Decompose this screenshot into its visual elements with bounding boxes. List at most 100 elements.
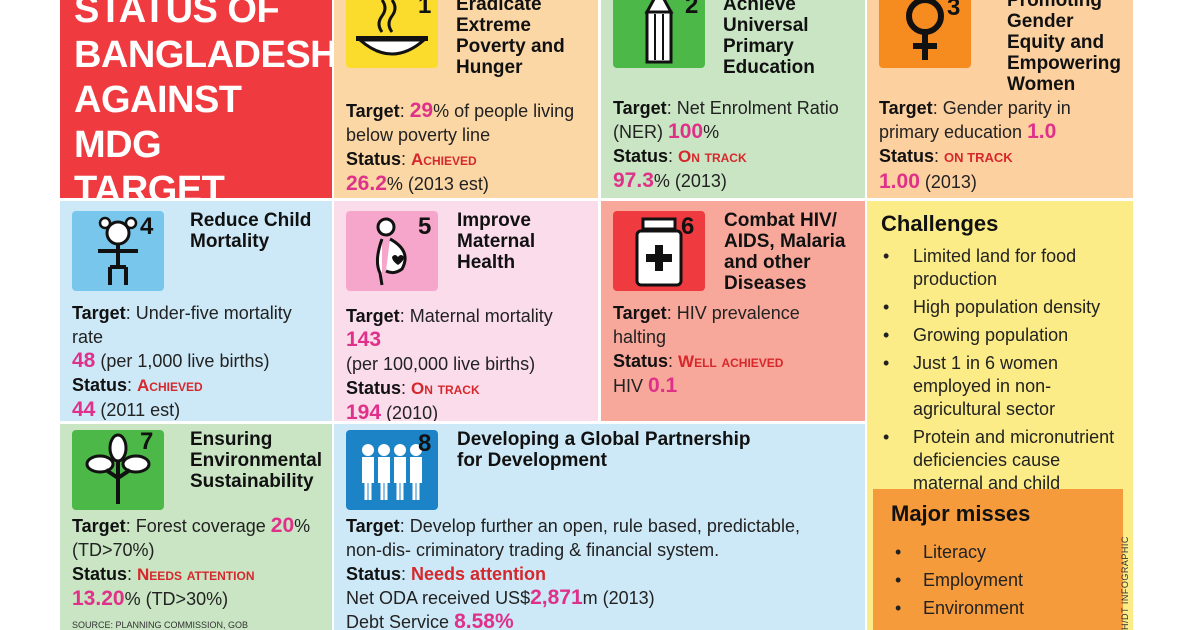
target-text: Net Enrolment Ratio (NER) <box>613 98 839 142</box>
target-text: HIV prevalence halting <box>613 303 800 347</box>
goal-title: Reduce Child Mortality <box>190 210 312 252</box>
target-text: Gender parity in primary education <box>879 98 1071 142</box>
goal-number: 7 <box>140 428 154 455</box>
title-card: STATUS OF BANGLADESH AGAINST MDG TARGET <box>60 0 332 198</box>
list-item: High population density <box>879 296 1117 319</box>
goal-title: Achieve Universal Primary Education <box>723 0 815 78</box>
list-item: Employment <box>891 566 1024 594</box>
debt-value: 8.58 <box>454 610 495 630</box>
status-badge: Well achieved <box>678 352 784 371</box>
list-item: Limited land for food production <box>879 245 1117 291</box>
goal-number: 2 <box>685 0 699 19</box>
goal-details: Target: Develop further an open, rule ba… <box>346 514 805 630</box>
current-value: 194 <box>346 401 382 421</box>
female-symbol-icon <box>879 0 971 68</box>
current-text: (2011 est) <box>100 400 181 420</box>
goal-number: 3 <box>947 0 961 21</box>
oda-value: 2,871 <box>530 586 583 609</box>
list-item: Growing population <box>879 324 1117 347</box>
oda-text: m (2013) <box>582 588 655 608</box>
target-value: 29 <box>409 99 434 122</box>
target-value: 48 <box>72 349 96 372</box>
status-badge: Needs attention <box>137 565 255 584</box>
goal-details: Target: Net Enrolment Ratio (NER) 100% S… <box>613 98 839 192</box>
list-item: Just 1 in 6 women employed in non-agricu… <box>879 352 1117 421</box>
target-label: Target <box>72 516 126 536</box>
goal-card-7: 7 Ensuring Environmental Sustainability … <box>60 424 332 630</box>
pencil-icon <box>613 0 705 68</box>
major-misses-panel: Major misses Literacy Employment Environ… <box>873 489 1123 630</box>
current-text: % (2013 est) <box>386 174 489 194</box>
goal-card-1: 1 Eradicate Extreme Poverty and Hunger T… <box>334 0 598 198</box>
status-badge: On track <box>678 147 747 166</box>
status-label: Status <box>613 146 669 166</box>
current-text: (2013) <box>924 172 977 192</box>
goal-title: Combat HIV/ AIDS, Malaria and other Dise… <box>724 210 846 294</box>
list-item: Literacy <box>891 538 1024 566</box>
goal-number: 4 <box>140 213 154 240</box>
current-value: 97.3 <box>613 169 654 192</box>
status-label: Status <box>72 375 128 395</box>
target-text: % of people living below poverty line <box>346 101 575 145</box>
target-label: Target <box>346 101 400 121</box>
current-value: 13.20 <box>72 587 125 610</box>
status-label: Status <box>613 351 669 371</box>
target-unit: % <box>703 122 720 142</box>
goal-title: Ensuring Environmental Sustainability <box>190 429 322 492</box>
goal-title: Eradicate Extreme Poverty and Hunger <box>456 0 565 78</box>
pregnant-woman-icon <box>346 211 438 291</box>
goal-card-3: 3 Promoting Gender Equity and Empowering… <box>867 0 1133 198</box>
status-badge: Achieved <box>137 376 203 395</box>
bowl-icon <box>346 0 438 68</box>
status-badge: Needs attention <box>411 564 547 584</box>
goal-card-5: 5 Improve Maternal Health Target: Matern… <box>334 201 598 421</box>
current-text: % (TD>30%) <box>124 589 229 609</box>
current-value: 1.00 <box>879 170 920 193</box>
challenges-list: Limited land for food production High po… <box>879 245 1117 523</box>
target-label: Target <box>346 306 400 326</box>
goal-details: Target: Gender parity in primary educati… <box>879 98 1071 193</box>
target-text: Forest coverage <box>135 516 266 536</box>
current-text: % (2013) <box>653 171 727 191</box>
current-value: 0.1 <box>648 374 678 397</box>
medicine-bottle-icon <box>613 211 705 291</box>
goal-card-2: 2 Achieve Universal Primary Education Ta… <box>601 0 865 198</box>
people-group-icon <box>346 430 438 510</box>
goal-details: Target: Forest coverage 20% (TD>70%) Sta… <box>72 514 311 610</box>
goal-details: Target: 29% of people living below pover… <box>346 99 575 195</box>
goal-card-4: 4 Reduce Child Mortality Target: Under-f… <box>60 201 332 421</box>
goal-card-8: 8 Developing a Global Partnership for De… <box>334 424 865 630</box>
status-label: Status <box>346 564 402 584</box>
goal-card-6: 6 Combat HIV/ AIDS, Malaria and other Di… <box>601 201 865 421</box>
status-label: Status <box>346 149 402 169</box>
tree-icon <box>72 430 164 510</box>
goal-details: Target: HIV prevalence halting Status: W… <box>613 303 800 397</box>
child-icon <box>72 211 164 291</box>
target-unit: (per 100,000 live births) <box>346 354 536 374</box>
goal-number: 5 <box>418 213 432 240</box>
current-text: (2010) <box>386 403 439 421</box>
major-misses-list: Literacy Employment Environment <box>891 538 1024 622</box>
target-unit: (per 1,000 live births) <box>100 351 270 371</box>
status-label: Status <box>879 146 935 166</box>
target-text: Under-five mortality rate <box>72 303 292 347</box>
target-value: 20 <box>270 514 295 537</box>
target-label: Target <box>346 516 400 536</box>
goal-title: Promoting Gender Equity and Empowering W… <box>1007 0 1122 95</box>
target-label: Target <box>72 303 126 323</box>
target-label: Target <box>879 98 933 118</box>
source-note: SOURCE: PLANNING COMMISSION, GOB <box>72 620 249 630</box>
debt-unit: % <box>494 610 514 630</box>
current-value: 26.2 <box>346 172 387 195</box>
target-unit: % (TD>70%) <box>72 516 311 560</box>
target-label: Target <box>613 303 667 323</box>
status-badge: on track <box>944 150 1013 165</box>
target-value: 143 <box>346 328 382 351</box>
target-value: 1.0 <box>1027 120 1057 143</box>
status-label: Status <box>346 378 402 398</box>
list-item: Environment <box>891 594 1024 622</box>
goal-number: 1 <box>418 0 432 19</box>
goal-number: 8 <box>418 430 432 457</box>
major-misses-heading: Major misses <box>891 501 1031 526</box>
goal-details: Target: Under-five mortality rate 48 (pe… <box>72 303 292 421</box>
